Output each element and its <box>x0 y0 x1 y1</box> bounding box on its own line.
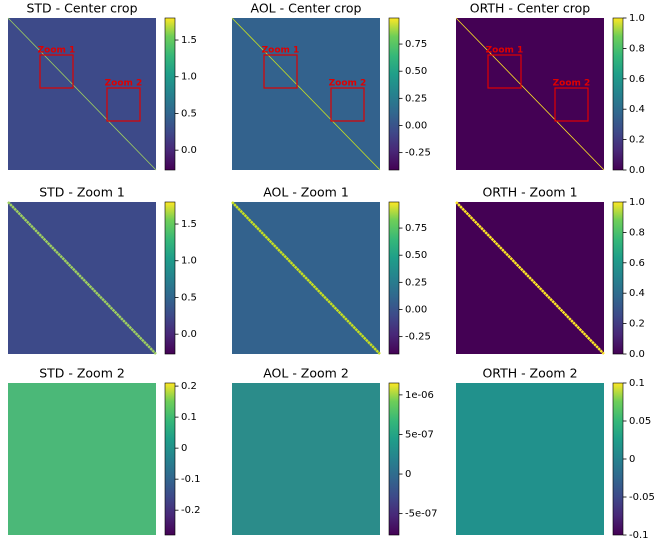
colorbar <box>164 17 176 171</box>
colorbar-tick-label: 0.5 <box>181 108 197 119</box>
colorbar-tick-label: 0.4 <box>629 288 645 299</box>
colorbar-tick-label: 0.0 <box>629 349 645 360</box>
colorbar-tick-label: 0.8 <box>629 227 645 238</box>
panel-title: STD - Zoom 1 <box>39 185 125 200</box>
colorbar-tick-label: 1.5 <box>181 219 197 230</box>
zoom-label: Zoom 1 <box>486 46 524 56</box>
zoom-box <box>106 87 141 122</box>
colorbar-tick-label: 5e-07 <box>405 429 434 440</box>
colorbar-tick-label: -0.1 <box>181 474 201 485</box>
diagonal <box>231 17 381 171</box>
colorbar <box>612 201 624 355</box>
zoom-label: Zoom 2 <box>553 79 591 89</box>
colorbar-tick-label: 0.2 <box>181 381 197 392</box>
colorbar-tick-label: 0.1 <box>629 378 645 389</box>
colorbar-tick-label: 1.0 <box>181 256 197 267</box>
colorbar-tick-label: 0.75 <box>405 39 427 50</box>
colorbar-tick-label: -0.1 <box>629 530 649 541</box>
colorbar-tick-label: 1.5 <box>181 35 197 46</box>
colorbar-tick-label: 0.6 <box>629 74 645 85</box>
colorbar-tick-label: 0.50 <box>405 250 427 261</box>
colorbar-tick-label: -0.25 <box>405 332 431 343</box>
zoom-box <box>554 87 589 122</box>
panel-title: ORTH - Zoom 1 <box>482 185 577 200</box>
diagonal <box>455 17 605 171</box>
diagonal <box>231 201 381 355</box>
colorbar-tick-label: 0.6 <box>629 258 645 269</box>
colorbar-tick-label: 0.1 <box>181 412 197 423</box>
heatmap-image <box>232 383 380 535</box>
colorbar <box>164 382 176 536</box>
colorbar-tick-label: 0.00 <box>405 304 427 315</box>
panel-title: AOL - Center crop <box>251 1 362 16</box>
panel-title: STD - Center crop <box>26 1 137 16</box>
colorbar-tick-label: 0.75 <box>405 223 427 234</box>
colorbar-tick-label: 0 <box>405 469 411 480</box>
colorbar-tick-label: 0 <box>629 454 635 465</box>
zoom-box <box>263 54 298 89</box>
colorbar-tick-label: -0.25 <box>405 148 431 159</box>
colorbar-tick-label: -0.05 <box>629 492 655 503</box>
colorbar-tick-label: 0.2 <box>629 135 645 146</box>
zoom-box <box>487 54 522 89</box>
colorbar-tick-label: 0.25 <box>405 93 427 104</box>
colorbar-tick-label: 0 <box>181 443 187 454</box>
zoom-box <box>39 54 74 89</box>
colorbar <box>164 201 176 355</box>
zoom-label: Zoom 1 <box>262 46 300 56</box>
colorbar <box>388 382 400 536</box>
colorbar-tick-label: 0.2 <box>629 319 645 330</box>
panel-title: AOL - Zoom 2 <box>263 366 349 381</box>
colorbar <box>612 382 624 536</box>
colorbar-tick-label: 0.5 <box>181 292 197 303</box>
colorbar-tick-label: 0.05 <box>629 416 651 427</box>
colorbar-tick-label: 0.0 <box>181 145 197 156</box>
colorbar-tick-label: 0.00 <box>405 120 427 131</box>
zoom-label: Zoom 2 <box>329 79 367 89</box>
panel-title: STD - Zoom 2 <box>39 366 125 381</box>
colorbar-tick-label: -5e-07 <box>405 509 437 520</box>
colorbar-tick-label: 0.50 <box>405 66 427 77</box>
panel-title: AOL - Zoom 1 <box>263 185 349 200</box>
diagonal <box>455 201 605 355</box>
colorbar-tick-label: 0.8 <box>629 43 645 54</box>
colorbar-tick-label: 1.0 <box>181 72 197 83</box>
zoom-label: Zoom 1 <box>38 46 76 56</box>
colorbar <box>388 17 400 171</box>
zoom-label: Zoom 2 <box>105 79 143 89</box>
colorbar-tick-label: 0.0 <box>629 165 645 176</box>
zoom-box <box>330 87 365 122</box>
diagonal <box>7 17 157 171</box>
colorbar-tick-label: 1e-06 <box>405 390 434 401</box>
colorbar <box>612 17 624 171</box>
heatmap-image <box>8 383 156 535</box>
panel-title: ORTH - Center crop <box>470 1 591 16</box>
colorbar <box>388 201 400 355</box>
heatmap-image <box>456 383 604 535</box>
colorbar-tick-label: 0.25 <box>405 277 427 288</box>
colorbar-tick-label: -0.2 <box>181 505 201 516</box>
colorbar-tick-label: 0.0 <box>181 329 197 340</box>
panel-title: ORTH - Zoom 2 <box>482 366 577 381</box>
colorbar-tick-label: 1.0 <box>629 13 645 24</box>
colorbar-tick-label: 0.4 <box>629 104 645 115</box>
colorbar-tick-label: 1.0 <box>629 197 645 208</box>
diagonal <box>7 201 157 355</box>
